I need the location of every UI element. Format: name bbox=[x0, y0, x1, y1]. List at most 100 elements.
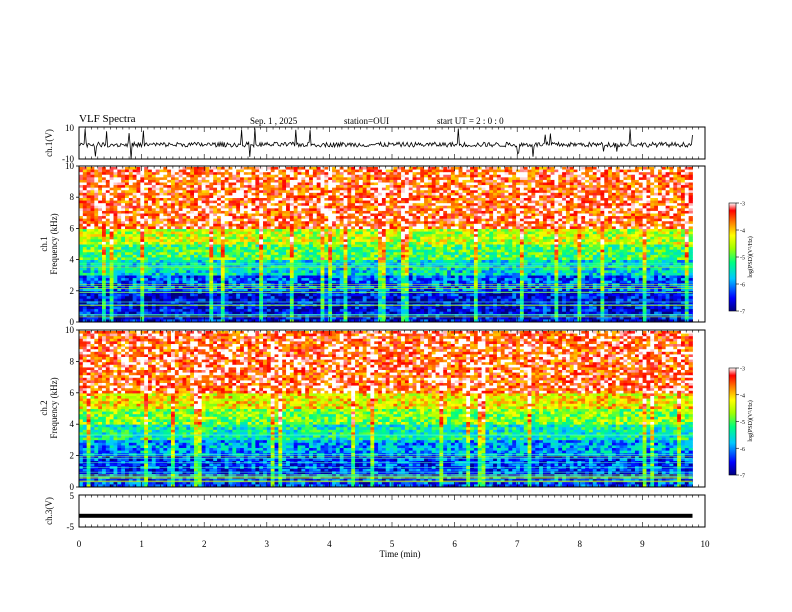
spectrogram-cell bbox=[355, 306, 360, 310]
spectrogram-cell bbox=[305, 172, 310, 176]
spectrogram-cell bbox=[259, 254, 264, 258]
spectrogram-cell bbox=[144, 187, 149, 191]
spectrogram-cell bbox=[286, 231, 291, 235]
spectrogram-cell bbox=[140, 244, 145, 248]
spectrogram-cell bbox=[236, 311, 241, 315]
spectrogram-cell bbox=[194, 296, 199, 300]
spectrogram-cell bbox=[385, 200, 390, 204]
spectrogram-cell bbox=[94, 309, 99, 313]
spectrogram-cell bbox=[389, 195, 394, 199]
spectrogram-cell bbox=[224, 306, 229, 310]
spectrogram-cell bbox=[236, 288, 241, 292]
spectrogram-cell bbox=[393, 254, 398, 258]
spectrogram-cell bbox=[389, 314, 394, 318]
spectrogram-cell bbox=[247, 241, 252, 245]
spectrogram-cell bbox=[220, 174, 226, 178]
spectrogram-cell bbox=[324, 278, 329, 282]
spectrogram-cell bbox=[155, 182, 160, 186]
spectrogram-cell bbox=[109, 234, 114, 238]
spectrogram-cell bbox=[282, 267, 287, 271]
spectrogram-cell bbox=[370, 208, 375, 212]
spectrogram-cell bbox=[289, 169, 295, 173]
spectrogram-cell bbox=[190, 298, 195, 302]
spectrogram-cell bbox=[289, 216, 295, 220]
spectrogram-cell bbox=[297, 190, 302, 194]
spectrogram-cell bbox=[194, 213, 199, 217]
spectrogram-cell bbox=[90, 252, 95, 256]
spectrogram-cell bbox=[259, 288, 264, 292]
spectrogram-cell bbox=[289, 316, 295, 320]
spectrogram-cell bbox=[339, 208, 344, 212]
spectrogram-cell bbox=[132, 221, 137, 225]
spectrogram-cell bbox=[94, 190, 99, 194]
spectrogram-cell bbox=[324, 198, 329, 201]
spectrogram-cell bbox=[266, 316, 272, 320]
spectrogram-cell bbox=[328, 298, 333, 302]
spectrogram-cell bbox=[355, 192, 360, 196]
spectrogram-cell bbox=[121, 236, 126, 240]
spectrogram-cell bbox=[113, 174, 118, 178]
spectrogram-cell bbox=[312, 239, 318, 243]
spectrogram-cell bbox=[297, 267, 302, 271]
spectrogram-cell bbox=[94, 179, 99, 183]
spectrogram-cell bbox=[324, 179, 329, 183]
spectrogram-cell bbox=[201, 267, 206, 271]
spectrogram-cell bbox=[247, 293, 252, 297]
spectrogram-cell bbox=[385, 311, 390, 315]
spectrogram-cell bbox=[151, 223, 157, 227]
spectrogram-cell bbox=[339, 187, 344, 191]
spectrogram-cell bbox=[328, 198, 333, 201]
spectrogram-cell bbox=[125, 285, 130, 289]
spectrogram-cell bbox=[82, 195, 88, 199]
spectrogram-cell bbox=[232, 293, 237, 297]
spectrogram-cell bbox=[132, 234, 137, 238]
spectrogram-cell bbox=[213, 190, 218, 194]
spectrogram-cell bbox=[289, 254, 295, 258]
spectrogram-cell bbox=[332, 200, 337, 204]
spectrogram-cell bbox=[105, 218, 111, 222]
spectrogram-cell bbox=[182, 272, 187, 276]
spectrogram-cell bbox=[378, 316, 383, 320]
spectrogram-cell bbox=[332, 239, 337, 243]
spectrogram-cell bbox=[289, 293, 295, 297]
spectrogram-cell bbox=[316, 195, 321, 199]
spectrogram-cell bbox=[389, 301, 394, 305]
spectrogram-cell bbox=[385, 267, 390, 271]
spectrogram-cell bbox=[332, 236, 337, 240]
spectrogram-cell bbox=[79, 182, 84, 186]
spectrogram-cell bbox=[167, 316, 172, 320]
spectrogram-cell bbox=[86, 270, 91, 274]
spectrogram-cell bbox=[339, 301, 344, 305]
spectrogram-cell bbox=[213, 265, 218, 269]
spectrogram-cell bbox=[309, 190, 314, 194]
spectrogram-cell bbox=[263, 174, 268, 178]
spectrogram-cell bbox=[366, 221, 371, 225]
spectrogram-cell bbox=[251, 278, 256, 282]
spectrogram-cell bbox=[309, 316, 314, 320]
spectrogram-cell bbox=[98, 288, 103, 292]
spectrogram-cell bbox=[205, 174, 210, 178]
spectrogram-cell bbox=[167, 177, 172, 181]
spectrogram-cell bbox=[343, 247, 348, 251]
spectrogram-cell bbox=[209, 221, 214, 225]
spectrogram-cell bbox=[128, 293, 134, 297]
spectrogram-cell bbox=[190, 236, 195, 240]
spectrogram-cell bbox=[305, 174, 310, 178]
spectrogram-cell bbox=[136, 203, 141, 207]
spectrogram-cell bbox=[309, 195, 314, 199]
spectrogram-cell bbox=[197, 309, 203, 313]
spectrogram-cell bbox=[347, 239, 352, 243]
spectrogram-cell bbox=[140, 198, 145, 201]
spectrogram-cell bbox=[274, 267, 279, 271]
spectrogram-cell bbox=[151, 254, 157, 258]
spectrogram-cell bbox=[209, 267, 214, 271]
spectrogram-cell bbox=[217, 221, 222, 225]
spectrogram-cell bbox=[113, 254, 118, 258]
spectrogram-cell bbox=[289, 314, 295, 318]
spectrogram-cell bbox=[328, 309, 333, 313]
spectrogram-cell bbox=[159, 314, 164, 318]
spectrogram-cell bbox=[255, 229, 260, 232]
spectrogram-cell bbox=[370, 278, 375, 282]
spectrogram-cell bbox=[209, 298, 214, 302]
spectrogram-cell bbox=[370, 179, 375, 183]
